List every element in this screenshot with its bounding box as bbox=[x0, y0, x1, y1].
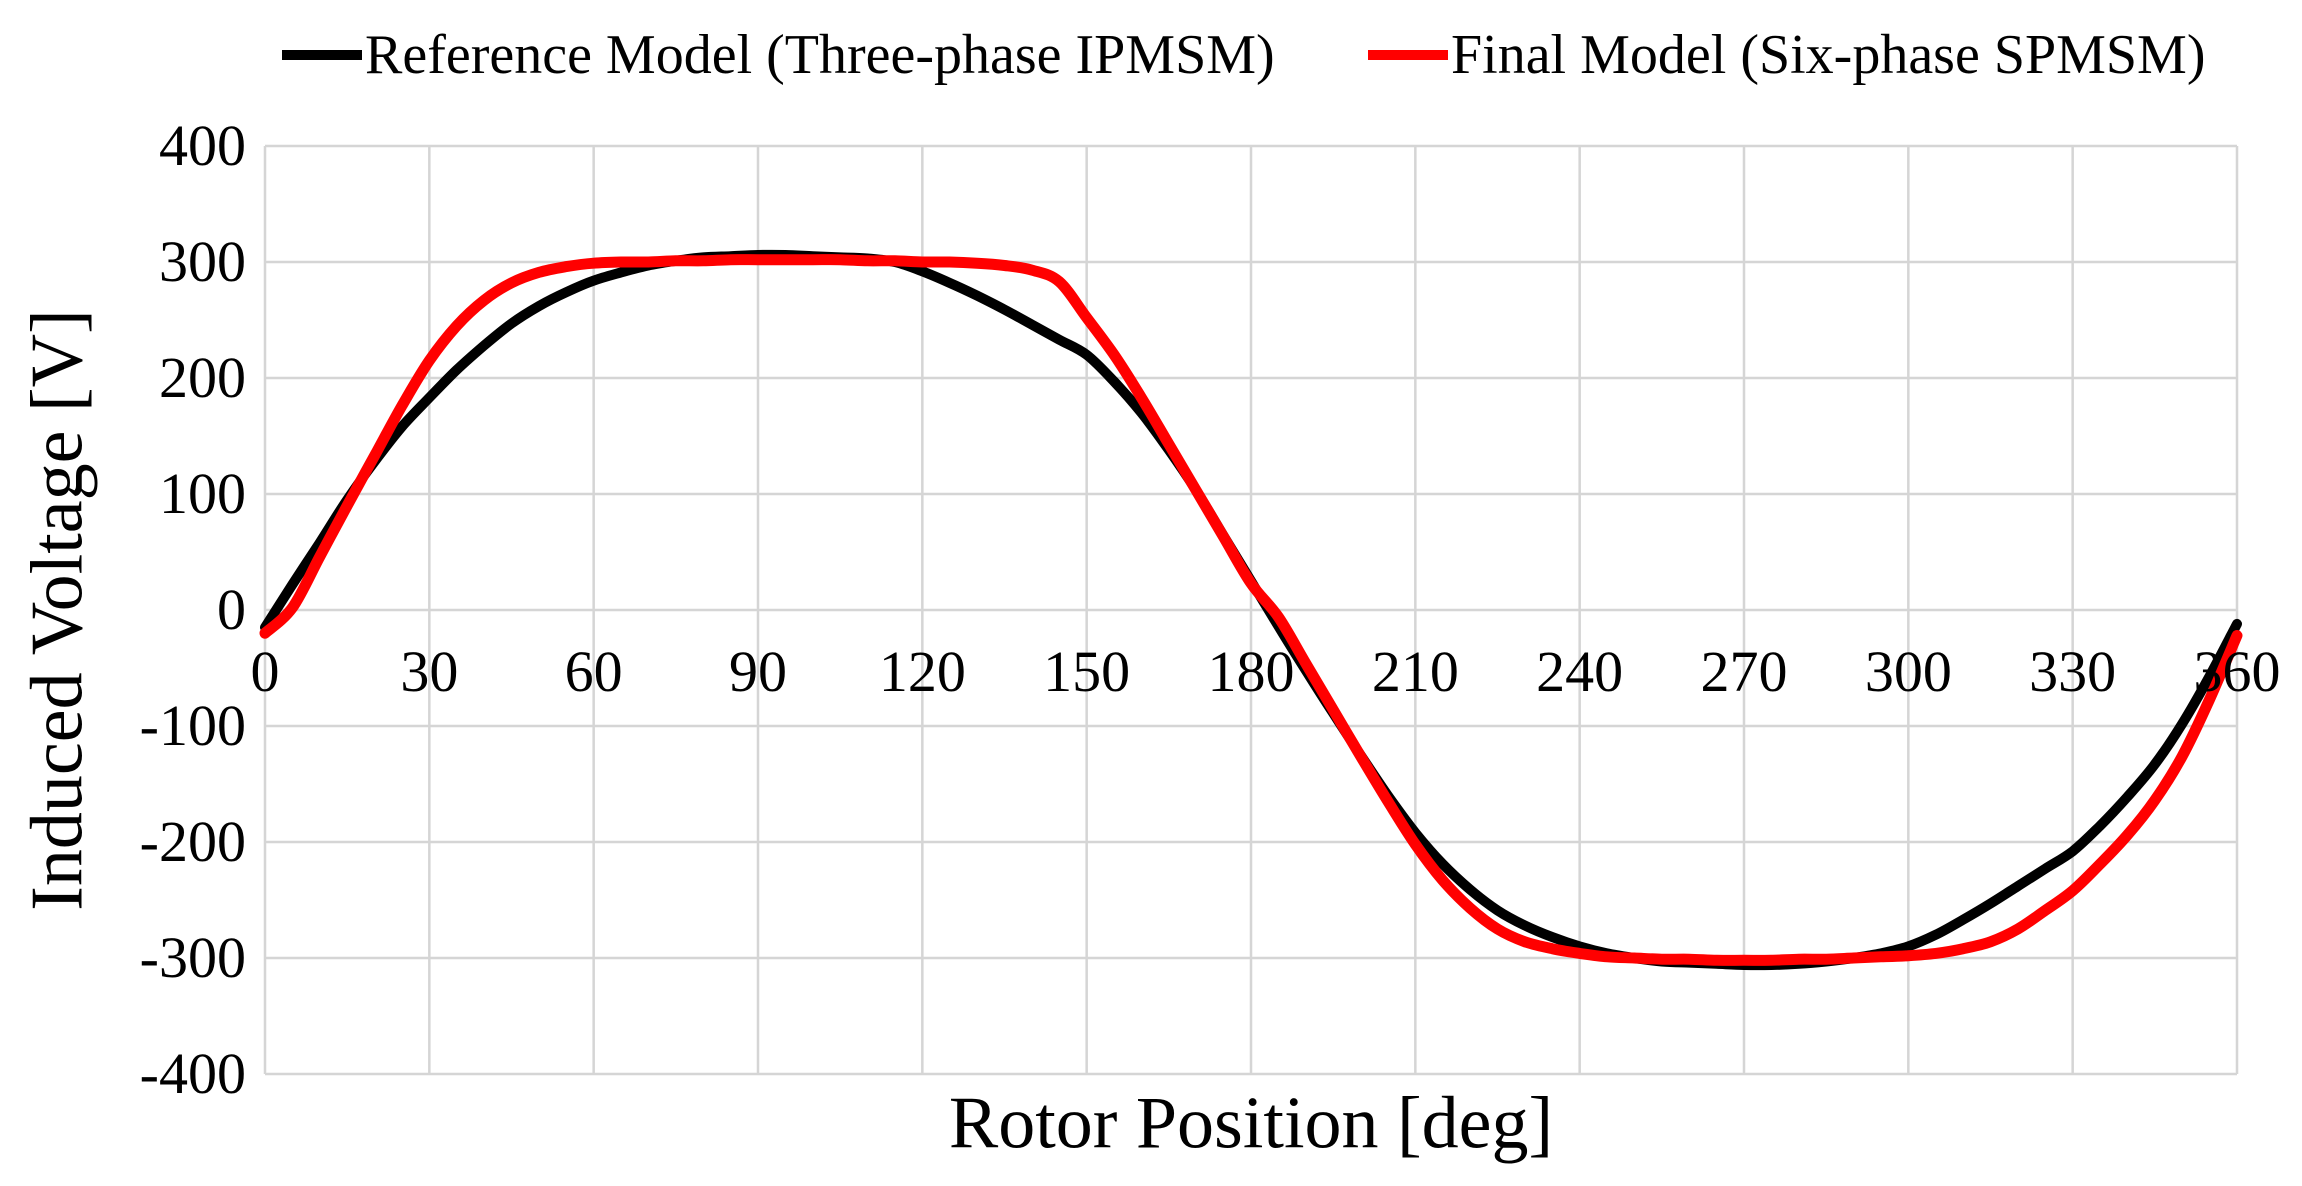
x-tick-label: 210 bbox=[1371, 639, 1459, 704]
x-tick-label: 150 bbox=[1043, 639, 1131, 704]
x-tick-label: 360 bbox=[2193, 639, 2281, 704]
y-tick-label: -200 bbox=[139, 809, 246, 874]
x-tick-label: 180 bbox=[1207, 639, 1295, 704]
y-tick-label: 100 bbox=[159, 461, 246, 526]
x-tick-label: 60 bbox=[564, 639, 623, 704]
legend-item-reference: Reference Model (Three-phase IPMSM) bbox=[282, 22, 1275, 88]
x-tick-label: 240 bbox=[1536, 639, 1624, 704]
y-tick-label: -300 bbox=[139, 925, 246, 990]
y-tick-label: 200 bbox=[159, 345, 246, 410]
series-line-final bbox=[259, 254, 2243, 966]
y-tick-label: 400 bbox=[159, 113, 246, 178]
y-tick-label: -400 bbox=[139, 1041, 246, 1106]
legend-label-final: Final Model (Six-phase SPMSM) bbox=[1451, 24, 2206, 86]
legend-swatch-final-icon bbox=[1368, 50, 1448, 60]
x-tick-label: 90 bbox=[729, 639, 787, 704]
legend-label-reference: Reference Model (Three-phase IPMSM) bbox=[365, 24, 1275, 86]
y-tick-label: 0 bbox=[217, 577, 246, 642]
x-axis-title: Rotor Position [deg] bbox=[948, 1082, 1554, 1165]
legend-item-final: Final Model (Six-phase SPMSM) bbox=[1368, 22, 2206, 88]
y-tick-label: -100 bbox=[139, 693, 246, 758]
x-tick-label: 30 bbox=[400, 639, 459, 704]
grid-lines bbox=[263, 144, 2239, 1076]
y-tick-label: 300 bbox=[159, 229, 246, 294]
x-tick-label: 300 bbox=[1864, 639, 1952, 704]
x-tick-label: 330 bbox=[2029, 639, 2117, 704]
y-axis-title: Induced Voltage [V] bbox=[16, 309, 99, 911]
x-tick-label: 120 bbox=[878, 639, 966, 704]
x-tick-label: 270 bbox=[1700, 639, 1788, 704]
x-tick-label: 0 bbox=[250, 639, 280, 704]
legend-swatch-reference-icon bbox=[282, 50, 362, 60]
